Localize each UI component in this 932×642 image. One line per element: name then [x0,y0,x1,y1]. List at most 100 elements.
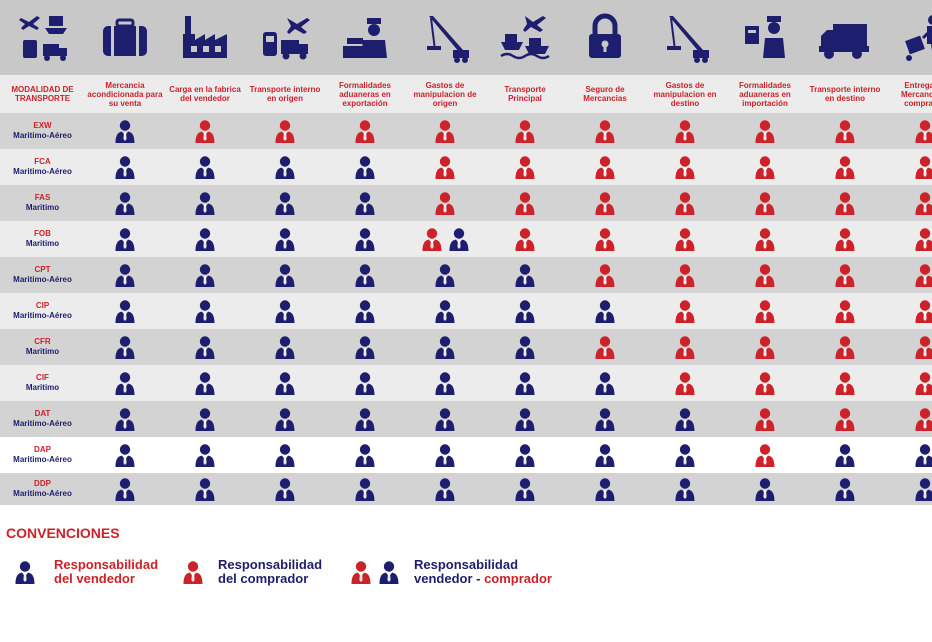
responsibility-cell [725,185,805,221]
responsibility-cell [325,401,405,437]
responsibility-cell [725,365,805,401]
responsibility-cell [885,257,932,293]
responsibility-cell [405,257,485,293]
responsibility-cell [565,257,645,293]
responsibility-cell [885,365,932,401]
seller-person-icon [194,335,216,359]
responsibility-cell [405,149,485,185]
responsibility-cell [85,293,165,329]
seller-person-icon [354,407,376,431]
buyer-person-icon [674,191,696,215]
seller-person-icon [274,227,296,251]
responsibility-cell [565,113,645,149]
seller-person-icon [434,371,456,395]
seller-person-icon [834,477,856,501]
buyer-person-icon [194,119,216,143]
responsibility-cell [805,365,885,401]
seller-person-icon [354,227,376,251]
factory-icon [165,0,245,75]
responsibility-cell [805,473,885,505]
buyer-person-icon [914,407,932,431]
seller-person-icon [114,407,136,431]
table-row: FCA Maritimo-Aéreo [0,149,932,185]
responsibility-cell [565,437,645,473]
responsibility-cell [85,365,165,401]
responsibility-cell [645,437,725,473]
seller-person-icon [594,371,616,395]
seller-person-icon [114,227,136,251]
responsibility-cell [245,365,325,401]
responsibility-cell [725,437,805,473]
column-header: Gastos de manipulacion de origen [413,80,477,108]
responsibility-cell [565,221,645,257]
responsibility-cell [885,185,932,221]
column-header: Entrega de Mercancia al comprador [900,80,932,108]
responsibility-cell [165,329,245,365]
table-row: DDP Maritimo-Aéreo [0,473,932,505]
seller-person-icon [434,407,456,431]
ship-plane-icon [485,0,565,75]
buyer-person-icon [914,299,932,323]
responsibility-cell [325,185,405,221]
buyer-person-icon [754,443,776,467]
buyer-person-icon [674,119,696,143]
responsibility-cell [725,113,805,149]
responsibility-cell [645,293,725,329]
responsibility-cell [725,149,805,185]
responsibility-cell [725,257,805,293]
legend-both-seller: vendedor - [414,571,485,586]
transport-mode: Maritimo-Aéreo [13,275,72,284]
seller-person-icon [114,155,136,179]
incoterm-code: DDP [34,479,51,488]
responsibility-cell [485,113,565,149]
buyer-person-icon [674,227,696,251]
responsibility-cell [245,185,325,221]
buyer-person-icon [674,299,696,323]
seller-person-icon [354,443,376,467]
legend-seller-line1: Responsabilidad [54,557,159,572]
responsibility-cell [485,365,565,401]
transport-mode: Maritimo-Aéreo [13,419,72,428]
seller-person-icon [274,371,296,395]
seller-person-icon [434,263,456,287]
transport-mode: Maritimo [25,239,60,248]
responsibility-cell [165,221,245,257]
incoterm-code: EXW [33,121,52,130]
row-label: DAP Maritimo-Aéreo [0,445,85,465]
incoterm-code: FAS [34,193,51,202]
seller-person-icon [194,263,216,287]
seller-person-icon [274,263,296,287]
row-label: CPT Maritimo-Aéreo [0,265,85,285]
table-row: FOB Maritimo [0,221,932,257]
responsibility-cell [405,473,485,505]
responsibility-cell [485,437,565,473]
seller-person-icon [194,191,216,215]
buyer-person-icon [834,191,856,215]
suitcase-icon [85,0,165,75]
responsibility-cell [165,437,245,473]
buyer-person-icon [834,407,856,431]
header-band [0,75,932,113]
table-row: DAP Maritimo-Aéreo [0,437,932,473]
responsibility-cell [85,149,165,185]
responsibility-cell [885,221,932,257]
buyer-person-icon [834,155,856,179]
legend-both: Responsabilidad vendedor - comprador [350,558,552,586]
responsibility-cell [805,401,885,437]
seller-person-icon [114,263,136,287]
seller-person-icon [514,299,536,323]
seller-person-icon [594,299,616,323]
buyer-person-icon [914,119,932,143]
buyer-person-icon [914,335,932,359]
table-row: CPT Maritimo-Aéreo [0,257,932,293]
responsibility-cell [805,113,885,149]
buyer-person-icon [350,560,372,584]
transport-mode: Maritimo-Aéreo [13,489,72,498]
column-header: Formalidades aduaneras en exportación [338,80,391,108]
responsibility-cell [725,401,805,437]
column-header: Mercancia acondicionada para su venta [87,80,163,108]
responsibility-cell [405,365,485,401]
buyer-person-icon [514,155,536,179]
seller-person-icon [194,155,216,179]
buyer-person-icon [674,371,696,395]
